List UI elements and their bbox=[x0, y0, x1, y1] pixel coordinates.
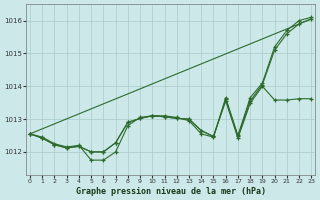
X-axis label: Graphe pression niveau de la mer (hPa): Graphe pression niveau de la mer (hPa) bbox=[76, 187, 266, 196]
